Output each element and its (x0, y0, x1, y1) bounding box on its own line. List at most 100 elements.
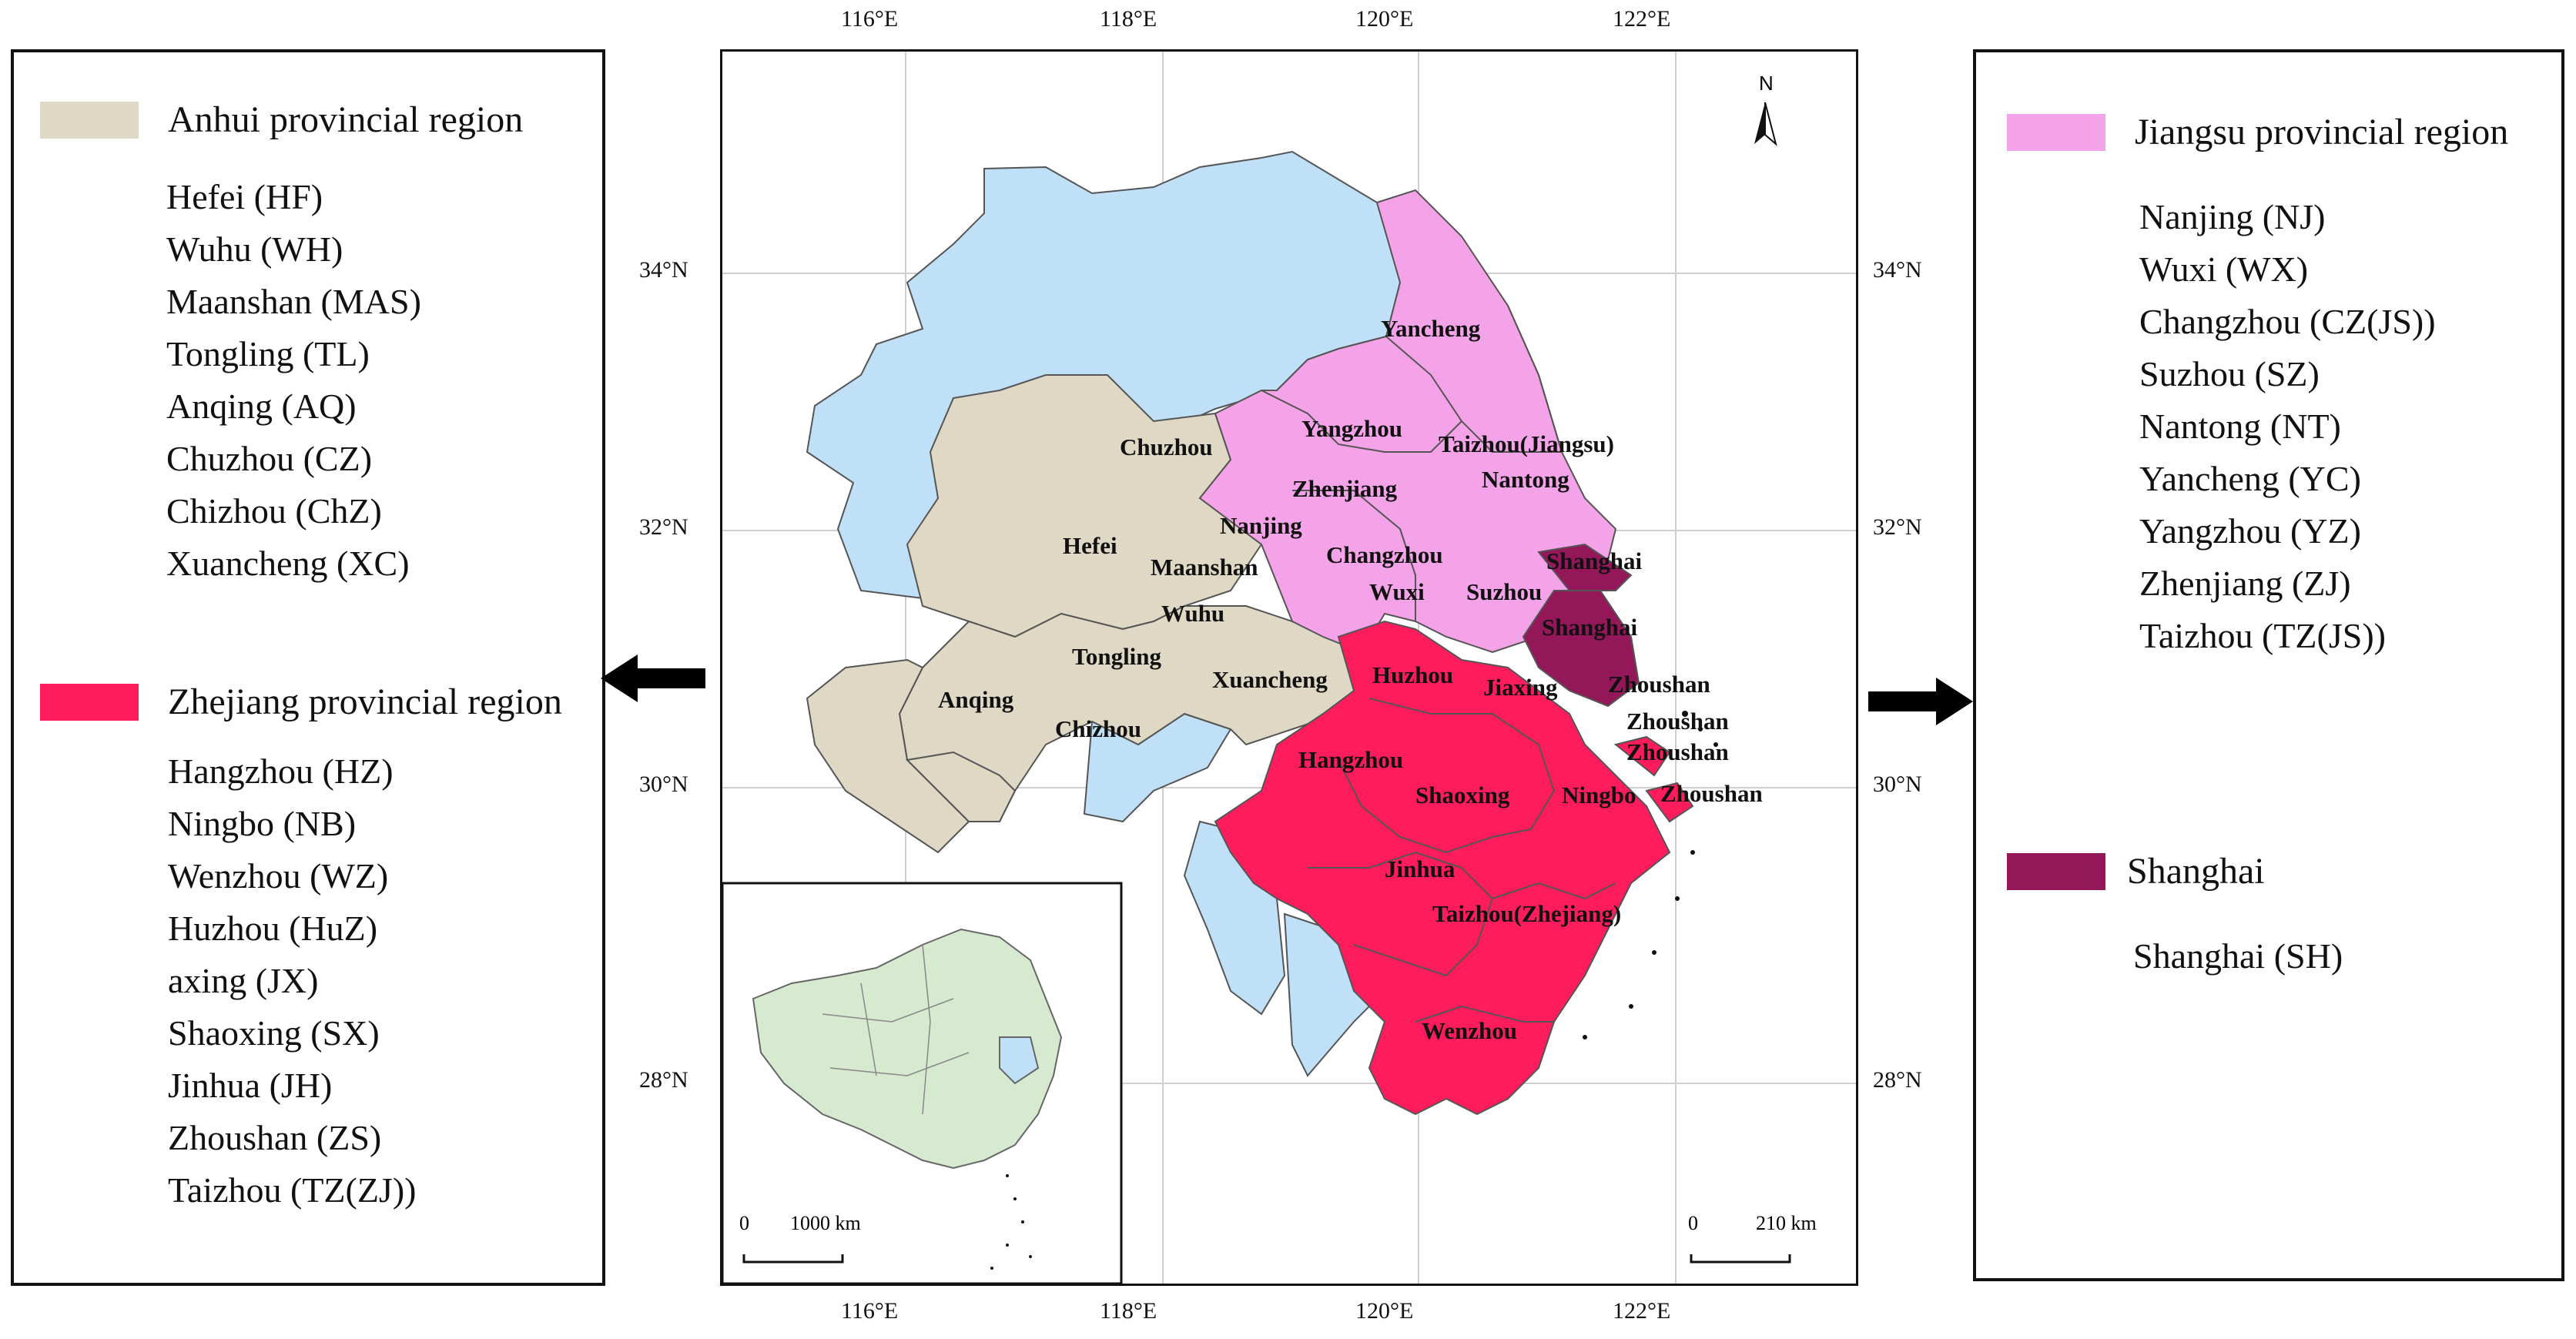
anhui-legend-title: Anhui provincial region (168, 99, 524, 140)
inset-scale-zero: 0 (739, 1212, 749, 1234)
shanghai-legend-row: Shanghai (2007, 853, 2265, 890)
region-labels: Yancheng Yangzhou Taizhou(Jiangsu) Nanto… (938, 315, 1763, 1044)
map-frame: Yancheng Yangzhou Taizhou(Jiangsu) Nanto… (720, 49, 1858, 1286)
region-label: Taizhou(Jiangsu) (1439, 430, 1614, 457)
jiangsu-city-list: Nanjing (NJ) Wuxi (WX) Changzhou (CZ(JS)… (2139, 191, 2436, 662)
lon-tick-label-bottom: 118°E (1100, 1298, 1157, 1324)
inset-map: 0 1000 km (722, 882, 1123, 1284)
left-arrow-icon (601, 654, 705, 702)
region-shape (1522, 590, 1640, 708)
region-label: Ningbo (1562, 782, 1636, 808)
region-label: Yangzhou (1301, 415, 1402, 442)
region-label: Suzhou (1466, 578, 1542, 605)
region-label: Anqing (938, 686, 1014, 713)
region-label: Yancheng (1381, 315, 1481, 342)
north-label: N (1759, 72, 1774, 95)
shanghai-region (1522, 543, 1640, 708)
zhejiang-city-item: Wenzhou (WZ) (168, 856, 389, 895)
region-shape (1385, 305, 1563, 453)
region-label: Zhoushan (1626, 708, 1729, 735)
anhui-city-item: Maanshan (MAS) (166, 282, 421, 321)
jiangsu-legend-row: Jiangsu provincial region (2007, 114, 2508, 151)
inset-yrd-highlight (999, 1036, 1040, 1085)
region-label: Huzhou (1372, 661, 1453, 688)
region-shape (1214, 620, 1671, 1116)
region-label: Hangzhou (1298, 746, 1403, 773)
region-label: Shaoxing (1415, 782, 1510, 808)
region-shape (1613, 735, 1671, 777)
jiangsu-city-item: Nantong (NT) (2139, 407, 2341, 446)
region-label: Maanshan (1151, 554, 1258, 581)
lon-tick-label-bottom: 116°E (841, 1298, 899, 1324)
zhejiang-city-item: Taizhou (TZ(ZJ)) (168, 1170, 417, 1210)
jiangsu-city-item: Yangzhou (YZ) (2139, 511, 2361, 551)
jiangsu-legend-title: Jiangsu provincial region (2135, 112, 2509, 152)
lat-tick-label-right: 28°N (1873, 1067, 1922, 1093)
region-label: Wuhu (1161, 600, 1224, 627)
shanghai-legend-title: Shanghai (2127, 851, 2265, 892)
region-shape (905, 751, 1017, 822)
lon-tick-label-bottom: 120°E (1355, 1298, 1414, 1324)
region-label: Changzhou (1326, 541, 1443, 568)
lon-tick-label-bottom: 122°E (1613, 1298, 1671, 1324)
lon-tick-label-top: 116°E (841, 6, 899, 32)
region-label: Nantong (1482, 466, 1569, 493)
main-map: Yancheng Yangzhou Taizhou(Jiangsu) Nanto… (722, 52, 1856, 1284)
left-legend-panel: Anhui provincial region Hefei (HF) Wuhu … (11, 49, 605, 1286)
zhejiang-city-item: Shaoxing (SX) (168, 1013, 380, 1053)
anhui-legend-row: Anhui provincial region (40, 102, 523, 139)
islands (1583, 711, 1718, 1039)
region-label: Shanghai (1542, 614, 1637, 641)
jiangsu-city-item: Yancheng (YC) (2139, 459, 2361, 498)
lat-tick-label-left: 30°N (639, 772, 688, 797)
jiangsu-city-item: Nanjing (NJ) (2139, 197, 2326, 236)
region-shape (1292, 490, 1416, 621)
region-label: Nanjing (1220, 512, 1302, 539)
lon-tick-label-top: 120°E (1355, 6, 1414, 32)
zhejiang-legend-row: Zhejiang provincial region (40, 684, 562, 721)
anhui-city-item: Chizhou (ChZ) (166, 491, 382, 531)
lon-tick-label-top: 118°E (1100, 6, 1157, 32)
anhui-city-list: Hefei (HF) Wuhu (WH) Maanshan (MAS) Tong… (166, 171, 421, 590)
region-shape (1261, 390, 1462, 453)
anhui-city-item: Anqing (AQ) (166, 387, 357, 426)
jiangsu-city-item: Suzhou (SZ) (2139, 354, 2320, 393)
zhejiang-city-list: Hangzhou (HZ) Ningbo (NB) Wenzhou (WZ) H… (168, 745, 416, 1217)
zhejiang-region (1214, 620, 1694, 1116)
zhejiang-city-item: Ningbo (NB) (168, 804, 357, 843)
region-label: Shanghai (1546, 547, 1642, 574)
region-label: Taizhou(Zhejiang) (1432, 900, 1621, 927)
inset-scale-label: 1000 km (790, 1212, 861, 1234)
anhui-city-item: Tongling (TL) (166, 334, 370, 373)
region-shape (1415, 1005, 1554, 1023)
zhejiang-swatch (40, 684, 139, 721)
region-shape (906, 374, 1263, 638)
region-shape (1492, 882, 1616, 900)
lon-tick-label-top: 122°E (1613, 6, 1671, 32)
jiangsu-region (1198, 189, 1617, 654)
region-label: Zhoushan (1626, 738, 1729, 765)
shanghai-city-item: Shanghai (SH) (2133, 936, 2343, 976)
anhui-region (806, 374, 1371, 854)
region-label: Zhoushan (1608, 671, 1710, 698)
jiangsu-city-item: Zhenjiang (ZJ) (2139, 564, 2351, 603)
region-label: Hefei (1063, 532, 1117, 559)
lat-tick-label-left: 34°N (639, 257, 688, 283)
main-scale-bar: 0 210 km (1688, 1212, 1817, 1264)
region-label: Wenzhou (1422, 1017, 1517, 1044)
lat-tick-label-left: 28°N (639, 1067, 688, 1093)
region-label: Chizhou (1055, 715, 1141, 742)
zhejiang-city-item: axing (JX) (168, 961, 319, 1000)
region-shape (1645, 782, 1694, 823)
inset-china-shape (752, 928, 1063, 1170)
main-scale-label: 210 km (1756, 1212, 1817, 1234)
shanghai-swatch (2007, 853, 2105, 890)
lat-tick-label-right: 32°N (1873, 514, 1922, 540)
region-shape (1338, 698, 1556, 854)
anhui-city-item: Wuhu (WH) (166, 229, 343, 269)
jiangsu-city-item: Wuxi (WX) (2139, 249, 2309, 289)
lat-tick-label-right: 34°N (1873, 257, 1922, 283)
zhejiang-legend-title: Zhejiang provincial region (168, 681, 562, 722)
region-label: Tongling (1072, 643, 1162, 670)
lat-tick-label-left: 32°N (639, 514, 688, 540)
